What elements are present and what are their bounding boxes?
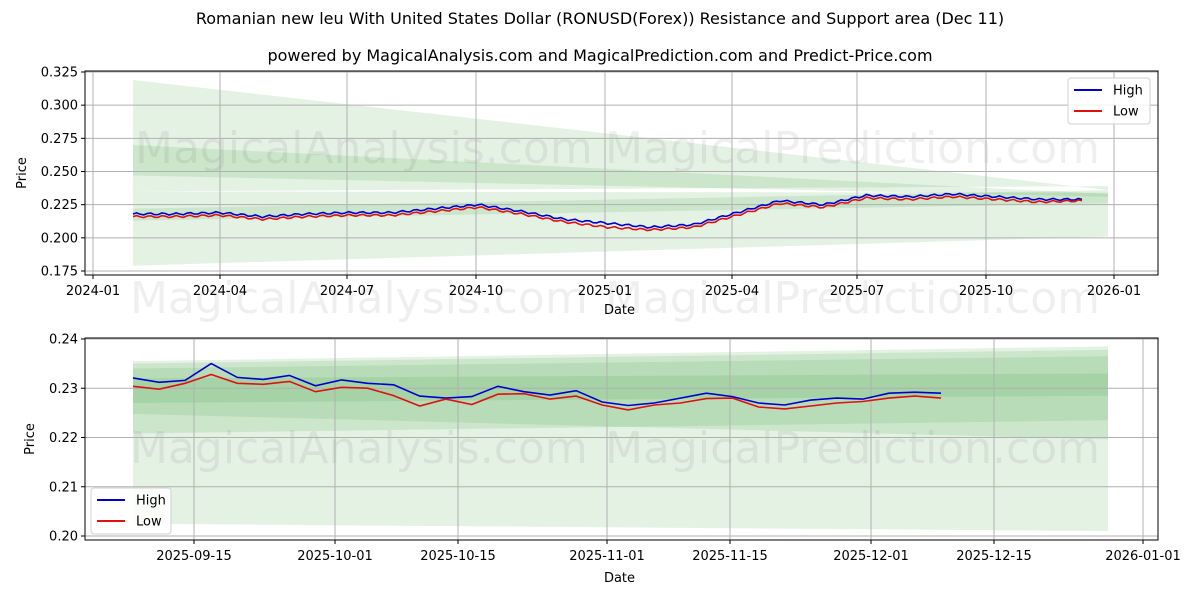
x-tick-label: 2025-12-15 bbox=[956, 549, 1032, 564]
y-tick-label: 0.20 bbox=[49, 530, 78, 545]
watermark: MagicalAnalysis.com bbox=[135, 123, 593, 174]
grid bbox=[85, 338, 1158, 540]
legend-label-high: High bbox=[136, 494, 166, 509]
y-tick-label: 0.22 bbox=[49, 431, 78, 446]
y-tick-label: 0.175 bbox=[41, 265, 78, 280]
series-low-line bbox=[132, 195, 1083, 232]
x-tick-label: 2025-09-15 bbox=[156, 549, 232, 564]
x-tick-label: 2024-10 bbox=[449, 284, 503, 299]
x-tick-label: 2025-11-01 bbox=[569, 549, 645, 564]
watermark: MagicalAnalysis.com bbox=[130, 423, 588, 474]
axes-frame bbox=[84, 70, 1159, 276]
series-low-line bbox=[132, 373, 942, 411]
legend-label-low: Low bbox=[136, 515, 162, 530]
chart-panel-1: MagicalAnalysis.com MagicalPrediction.com… bbox=[15, 66, 1159, 324]
y-tick-label: 0.21 bbox=[49, 480, 78, 495]
y-tick-label: 0.200 bbox=[41, 231, 78, 246]
chart-subtitle: powered by MagicalAnalysis.com and Magic… bbox=[267, 46, 933, 65]
y-tick-label: 0.225 bbox=[41, 198, 78, 213]
legend-label-low: Low bbox=[1113, 105, 1139, 120]
axes-frame bbox=[84, 337, 1159, 541]
x-tick-label: 2025-10-01 bbox=[297, 549, 373, 564]
series-high-line bbox=[132, 362, 942, 407]
support-resistance-bands bbox=[133, 346, 1108, 532]
y-axis-label: Price bbox=[15, 157, 30, 189]
band-mid-upper bbox=[133, 144, 1108, 197]
x-axis-label: Date bbox=[604, 303, 635, 318]
band-outer-upper bbox=[133, 79, 1108, 192]
x-tick-label: 2024-04 bbox=[193, 284, 247, 299]
legend-label-high: High bbox=[1113, 84, 1143, 99]
chart-panel-2: MagicalAnalysis.com MagicalPrediction.com… bbox=[23, 333, 1181, 587]
x-tick-label: 2025-11-15 bbox=[692, 549, 768, 564]
legend: High Low bbox=[1067, 77, 1151, 125]
x-tick-label: 2024-07 bbox=[320, 284, 374, 299]
x-tick-label: 2024-01 bbox=[66, 284, 120, 299]
watermark: MagicalPrediction.com bbox=[605, 423, 1100, 474]
chart-title: Romanian new leu With United States Doll… bbox=[195, 9, 1005, 28]
grid bbox=[85, 71, 1158, 275]
y-tick-label: 0.275 bbox=[41, 132, 78, 147]
band-outer bbox=[133, 346, 1108, 532]
watermark: MagicalAnalysis.com bbox=[130, 273, 588, 324]
x-tick-label: 2025-01 bbox=[578, 284, 632, 299]
x-tick-label: 2025-04 bbox=[705, 284, 759, 299]
watermark: MagicalPrediction.com bbox=[605, 123, 1100, 174]
band-upper-mid bbox=[133, 349, 1108, 434]
series-high-line bbox=[132, 192, 1083, 229]
y-tick-label: 0.250 bbox=[41, 165, 78, 180]
x-tick-label: 2025-10-15 bbox=[420, 549, 496, 564]
y-tick-label: 0.325 bbox=[41, 66, 78, 81]
y-axis-label: Price bbox=[23, 423, 38, 455]
y-tick-label: 0.24 bbox=[49, 333, 78, 348]
y-tick-label: 0.23 bbox=[49, 382, 78, 397]
legend: High Low bbox=[90, 487, 172, 535]
band-mid bbox=[133, 356, 1108, 440]
watermark: MagicalPrediction.com bbox=[605, 273, 1100, 324]
x-tick-label: 2026-01-01 bbox=[1105, 549, 1181, 564]
x-axis-label: Date bbox=[604, 571, 635, 586]
x-tick-label: 2025-12-01 bbox=[833, 549, 909, 564]
x-tick-label: 2025-10 bbox=[959, 284, 1013, 299]
y-tick-label: 0.300 bbox=[41, 99, 78, 114]
x-tick-label: 2025-07 bbox=[830, 284, 884, 299]
x-tick-label: 2026-01 bbox=[1087, 284, 1141, 299]
